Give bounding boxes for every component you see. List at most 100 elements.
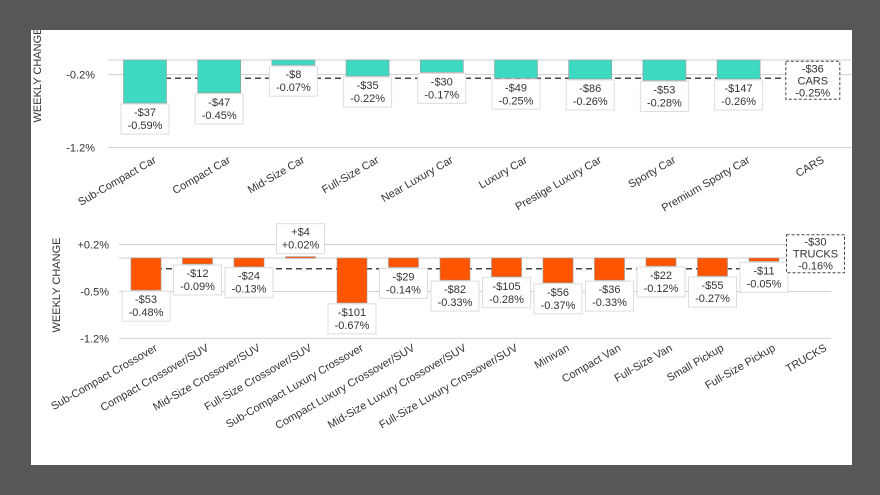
trucks-aggregate-box <box>786 234 845 274</box>
cars-data-label-pct: -0.26% <box>573 96 608 108</box>
trucks-y-tick-label: -1.2% <box>80 333 109 345</box>
cars-data-label-pct: -0.22% <box>350 93 385 105</box>
trucks-data-label-box <box>585 280 634 312</box>
cars-data-label-box <box>194 93 244 125</box>
cars-data-label-dollar: -$49 <box>505 82 527 94</box>
cars-data-label-pct: -0.25% <box>499 95 534 107</box>
trucks-data-label-box <box>327 303 377 335</box>
trucks-bar <box>130 257 162 291</box>
trucks-data-label-dollar: -$36 <box>598 284 620 296</box>
trucks-bar <box>233 257 265 268</box>
trucks-data-label-dollar: -$82 <box>444 284 466 296</box>
cars-bar <box>568 59 613 80</box>
cars-data-label-pct: -0.26% <box>721 96 756 108</box>
trucks-data-label-dollar: -$53 <box>135 294 157 306</box>
trucks-bar <box>439 257 471 281</box>
trucks-bar <box>542 257 574 284</box>
trucks-category-label: TRUCKS <box>784 342 829 375</box>
trucks-aggregate-name: TRUCKS <box>793 249 838 261</box>
cars-aggregate-box <box>785 60 841 100</box>
trucks-data-label-pct: -0.33% <box>438 297 473 309</box>
trucks-category-label: Full-Size Van <box>613 342 675 385</box>
trucks-data-label-pct: -0.27% <box>695 293 730 305</box>
cars-y-axis-label: WEEKLY CHANGE <box>32 30 44 122</box>
trucks-data-label-dollar: -$56 <box>547 287 569 299</box>
trucks-data-label-box <box>276 223 325 255</box>
cars-aggregate-dollar: -$36 <box>802 63 824 75</box>
trucks-bar <box>336 257 368 304</box>
trucks-y-tick-label: +0.2% <box>78 240 110 252</box>
cars-data-label-pct: -0.07% <box>276 82 311 94</box>
trucks-data-label-dollar: -$29 <box>392 271 414 283</box>
trucks-data-label-box <box>430 280 480 312</box>
chart-svg: WEEKLY CHANGE -0.2% -1.2% -$37-0.59% Sub-Com… <box>32 30 851 432</box>
cars-data-label-box <box>491 78 541 110</box>
cars-category-label: Sub-Compact Car <box>76 154 159 209</box>
cars-y-tick-label: -1.2% <box>66 143 95 155</box>
cars-bar <box>197 59 241 94</box>
cars-aggregate-pct: -0.25% <box>795 87 830 99</box>
cars-category-label: Mid-Size Car <box>246 154 307 196</box>
cars-bar <box>123 59 167 104</box>
cars-category-label: Sporty Car <box>626 154 678 191</box>
trucks-data-label-box <box>636 266 686 298</box>
cars-data-label-pct: -0.59% <box>128 120 163 132</box>
trucks-data-label-box <box>533 283 583 315</box>
trucks-category-label: Minivan <box>533 342 572 371</box>
trucks-data-label-pct: -0.13% <box>232 284 267 296</box>
trucks-y-axis-label: WEEKLY CHANGE <box>51 238 63 333</box>
trucks-data-label-dollar: -$11 <box>753 265 774 277</box>
cars-data-label-pct: -0.17% <box>424 89 459 101</box>
trucks-bar <box>645 257 677 267</box>
cars-y-tick-label: -0.2% <box>66 70 95 82</box>
trucks-data-label-dollar: -$12 <box>186 268 208 280</box>
trucks-data-label-box <box>173 264 222 296</box>
trucks-aggregate-pct: -0.16% <box>798 261 833 273</box>
cars-data-label-box <box>343 76 393 108</box>
cars-data-label-box <box>417 72 467 104</box>
cars-category-label: Near Luxury Car <box>379 154 455 205</box>
cars-bar <box>345 59 390 77</box>
trucks-data-label-pct: -0.05% <box>747 278 782 290</box>
cars-data-label-dollar: -$86 <box>579 83 601 95</box>
trucks-data-label-box <box>688 276 737 308</box>
cars-data-label-pct: -0.28% <box>647 97 682 109</box>
cars-bar <box>419 59 464 73</box>
trucks-data-label-pct: -0.33% <box>592 297 627 309</box>
trucks-data-label-pct: -0.28% <box>489 294 524 306</box>
trucks-data-label-pct: -0.12% <box>644 283 679 295</box>
trucks-bar <box>491 257 522 278</box>
trucks-data-label-dollar: -$22 <box>650 270 672 282</box>
trucks-data-label-pct: +0.02% <box>282 240 320 252</box>
trucks-bar <box>182 257 213 265</box>
cars-data-label-pct: -0.45% <box>202 110 237 122</box>
cars-data-label-box <box>714 79 764 111</box>
trucks-data-label-box <box>379 267 428 299</box>
cars-category-label: Luxury Car <box>477 154 530 191</box>
cars-data-label-dollar: -$8 <box>285 69 301 81</box>
cars-category-label: CARS <box>794 154 826 180</box>
trucks-data-label-dollar: -$24 <box>238 271 260 283</box>
cars-aggregate-name: CARS <box>798 75 829 87</box>
trucks-data-label-dollar: -$55 <box>701 280 723 292</box>
trucks-bar <box>388 257 419 268</box>
trucks-data-label-pct: -0.48% <box>129 307 164 319</box>
cars-data-label-dollar: -$47 <box>208 97 230 109</box>
cars-data-label-dollar: -$147 <box>725 83 753 95</box>
cars-data-label-box <box>120 103 170 135</box>
cars-data-label-dollar: -$35 <box>357 80 379 92</box>
chart-panel: WEEKLY CHANGE -0.2% -1.2% -$37 -0.59% Sub-Com… <box>31 30 852 465</box>
cars-category-label: Compact Car <box>171 154 233 197</box>
trucks-category-label: Compact Van <box>560 342 623 385</box>
cars-category-label: Full-Size Car <box>320 154 381 196</box>
cars-data-label-box <box>565 79 615 111</box>
trucks-data-label-box <box>121 290 171 322</box>
cars-data-label-dollar: -$53 <box>653 84 675 96</box>
trucks-data-label-pct: -0.14% <box>386 284 421 296</box>
trucks-bar <box>285 256 316 259</box>
trucks-data-label-pct: -0.09% <box>180 281 215 293</box>
trucks-data-label-dollar: -$105 <box>492 281 520 293</box>
cars-bar <box>716 59 761 80</box>
trucks-bar <box>697 257 728 277</box>
cars-data-label-box <box>639 80 689 112</box>
